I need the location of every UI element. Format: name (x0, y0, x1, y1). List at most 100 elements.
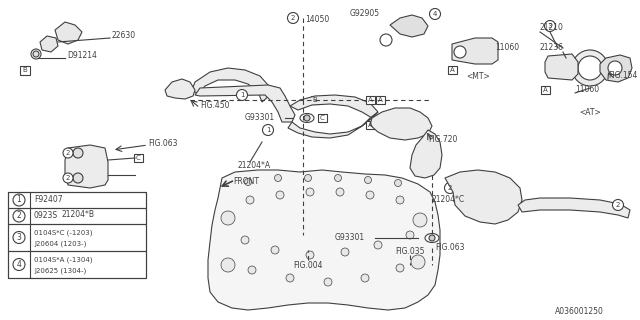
Circle shape (429, 235, 435, 241)
Text: 22630: 22630 (112, 30, 136, 39)
Circle shape (221, 258, 235, 272)
Text: A036001250: A036001250 (555, 308, 604, 316)
Circle shape (306, 251, 314, 259)
Text: 21204*B: 21204*B (61, 210, 95, 219)
Bar (8, 192, 146, 208)
Text: FIG.004: FIG.004 (293, 260, 323, 269)
Text: B: B (22, 67, 28, 73)
Bar (8, 192, 146, 278)
Bar (365, 121, 374, 129)
Bar (134, 154, 143, 162)
Circle shape (413, 213, 427, 227)
Circle shape (275, 174, 282, 181)
Text: 2: 2 (17, 212, 21, 220)
Text: FIG.063: FIG.063 (148, 139, 177, 148)
Circle shape (13, 259, 25, 270)
Text: 0923S: 0923S (34, 212, 58, 220)
Text: A: A (367, 97, 372, 103)
Text: FIG.154: FIG.154 (608, 70, 637, 79)
Circle shape (445, 182, 456, 194)
Text: FIG.720: FIG.720 (428, 135, 458, 145)
Text: G92905: G92905 (350, 10, 380, 19)
Bar (8, 251, 146, 278)
Text: 2: 2 (448, 185, 452, 191)
Circle shape (374, 241, 382, 249)
Text: 21210: 21210 (540, 23, 564, 33)
Text: G93301: G93301 (335, 234, 365, 243)
Text: FIG.035: FIG.035 (395, 247, 424, 257)
Polygon shape (65, 145, 108, 188)
Polygon shape (445, 170, 522, 224)
Text: 21204*A: 21204*A (238, 161, 271, 170)
Circle shape (63, 148, 73, 158)
Text: FRONT: FRONT (233, 178, 259, 187)
Text: F92407: F92407 (34, 196, 63, 204)
Circle shape (33, 51, 39, 57)
Text: A: A (378, 97, 382, 103)
Polygon shape (40, 36, 58, 52)
Bar (8, 208, 146, 224)
Polygon shape (195, 85, 295, 122)
Polygon shape (192, 68, 270, 102)
Circle shape (380, 34, 392, 46)
Bar (376, 96, 385, 104)
Circle shape (429, 9, 440, 20)
Circle shape (241, 236, 249, 244)
Circle shape (341, 248, 349, 256)
Bar (8, 224, 146, 251)
Ellipse shape (300, 114, 314, 123)
Circle shape (73, 173, 83, 183)
Circle shape (31, 49, 41, 59)
Circle shape (572, 50, 608, 86)
Text: A: A (543, 87, 547, 93)
Circle shape (287, 12, 298, 23)
Text: 1: 1 (240, 92, 244, 98)
Circle shape (276, 191, 284, 199)
Circle shape (578, 56, 602, 80)
Text: 2: 2 (291, 15, 295, 21)
Circle shape (244, 179, 252, 186)
Text: FIG.063: FIG.063 (435, 244, 465, 252)
Circle shape (271, 246, 279, 254)
Circle shape (246, 196, 254, 204)
Circle shape (13, 210, 25, 222)
Circle shape (221, 211, 235, 225)
Circle shape (248, 266, 256, 274)
Polygon shape (208, 170, 440, 310)
Text: G93301: G93301 (245, 114, 275, 123)
Circle shape (411, 255, 425, 269)
Polygon shape (410, 130, 442, 178)
Circle shape (361, 274, 369, 282)
Text: 2: 2 (66, 175, 70, 181)
Circle shape (545, 20, 556, 31)
Circle shape (608, 61, 622, 75)
Text: B: B (312, 97, 317, 103)
Text: J20604 (1203-): J20604 (1203-) (34, 240, 86, 247)
Text: 14050: 14050 (305, 15, 329, 25)
Circle shape (304, 115, 310, 121)
Text: C: C (319, 115, 324, 121)
Polygon shape (600, 55, 632, 82)
Text: 1: 1 (266, 127, 270, 133)
Text: J20625 (1304-): J20625 (1304-) (34, 267, 86, 274)
Text: 4: 4 (17, 260, 21, 269)
Bar (317, 114, 326, 122)
Polygon shape (288, 112, 378, 138)
Polygon shape (290, 95, 378, 118)
Text: 2: 2 (66, 150, 70, 156)
Circle shape (13, 194, 25, 206)
Text: 11060: 11060 (495, 44, 519, 52)
Polygon shape (545, 54, 578, 80)
Polygon shape (55, 22, 82, 44)
Circle shape (406, 231, 414, 239)
Circle shape (324, 278, 332, 286)
Text: 21236: 21236 (540, 44, 564, 52)
Text: 0104S*C (-1203): 0104S*C (-1203) (34, 229, 93, 236)
Text: <MT>: <MT> (466, 72, 490, 81)
Polygon shape (165, 79, 195, 99)
Text: 11060: 11060 (575, 85, 599, 94)
Circle shape (366, 191, 374, 199)
Circle shape (305, 174, 312, 181)
Polygon shape (452, 38, 498, 64)
Text: <AT>: <AT> (579, 108, 601, 117)
